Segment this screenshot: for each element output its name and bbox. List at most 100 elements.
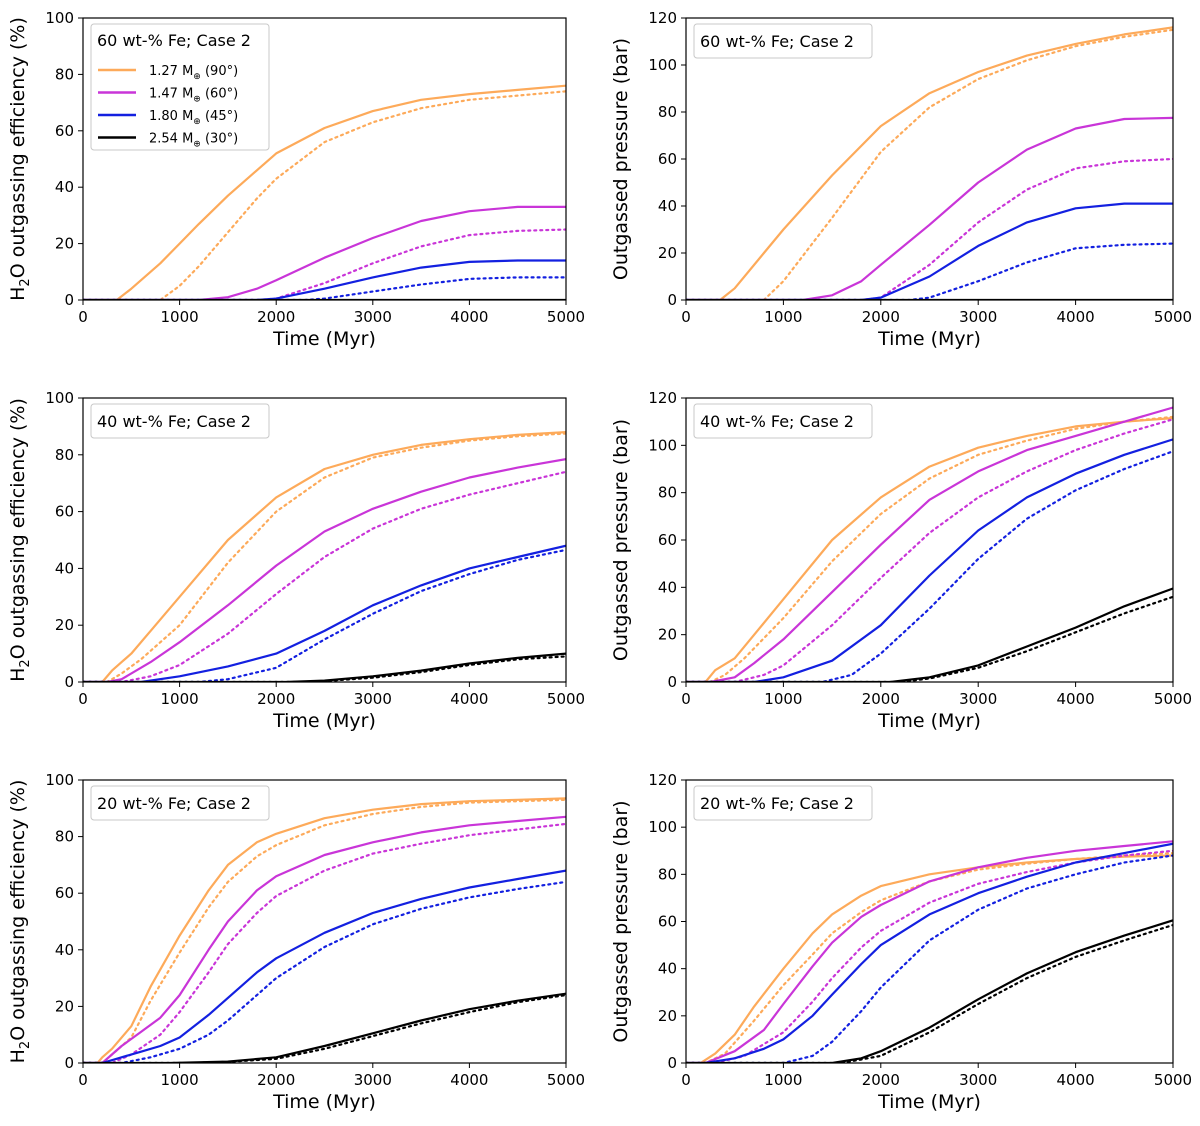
x-axis-label: Time (Myr) [272,328,376,350]
y-axis-label: Outgassed pressure (bar) [610,800,632,1042]
series-group [686,840,1173,1063]
series-line-solid-0 [686,854,1173,1063]
series-line-dotted-5 [686,854,1173,1063]
series-line-dotted-5 [686,450,1173,682]
series-line-dotted-3 [686,418,1173,682]
x-tick-label: 0 [681,308,691,326]
legend-entry-label: 1.27 M⊕ (90°) [149,64,238,82]
title-box [90,785,270,821]
y-tick-label: 100 [648,818,677,836]
y-tick-label: 100 [648,56,677,74]
panel-p5: 0 1000 2000 3000 4000 5000 0 20 40 60 80 100 120 Time… [610,771,1192,1113]
x-tick-label: 5000 [547,690,585,708]
y-tick-label: 80 [55,446,74,464]
series-line-solid-4 [83,544,566,682]
panel-title: 60 wt-% Fe; Case 2 [700,32,854,51]
x-tick-label: 5000 [1154,308,1192,326]
series-line-solid-0 [686,26,1173,300]
panel-title: 20 wt-% Fe; Case 2 [700,794,854,813]
x-tick-label: 2000 [862,690,900,708]
series-line-solid-6 [686,919,1173,1063]
y-tick-label: 40 [55,941,74,959]
y-tick-label: 60 [55,884,74,902]
series-group [686,26,1173,300]
series-line-dotted-1 [83,90,566,300]
axes-frame [82,397,567,683]
x-tick-label: 1000 [764,308,802,326]
series-line-dotted-3 [686,849,1173,1063]
series-line-solid-4 [686,438,1173,682]
y-tick-label: 20 [55,997,74,1015]
y-tick-label: 40 [55,559,74,577]
series-group [83,431,566,682]
series-line-dotted-1 [686,28,1173,300]
y-tick-label: 40 [658,578,677,596]
y-tick-label: 60 [658,913,677,931]
series-line-dotted-5 [686,242,1173,300]
x-tick-label: 1000 [764,1071,802,1089]
series-line-solid-2 [686,116,1173,300]
x-tick-label: 1000 [764,690,802,708]
series-line-solid-2 [686,840,1173,1063]
x-tick-label: 4000 [1057,308,1095,326]
y-tick-label: 60 [55,503,74,521]
x-tick-label: 3000 [354,308,392,326]
series-line-dotted-1 [686,851,1173,1063]
x-tick-label: 1000 [161,1071,199,1089]
y-axis-label: H2O outgassing efficiency (%) [7,780,33,1064]
series-group [686,406,1173,682]
x-tick-label: 4000 [450,1071,488,1089]
title-box [693,785,873,821]
y-tick-label: 0 [667,291,677,309]
series-line-dotted-7 [686,923,1173,1063]
y-tick-label: 80 [658,865,677,883]
y-tick-label: 0 [64,291,74,309]
x-tick-label: 4000 [1057,1071,1095,1089]
series-group [83,797,566,1063]
series-line-solid-4 [83,869,566,1063]
series-line-solid-2 [83,205,566,300]
y-tick-label: 80 [658,484,677,502]
series-line-dotted-3 [83,822,566,1063]
series-line-solid-4 [686,202,1173,300]
x-tick-label: 3000 [959,1071,997,1089]
x-tick-label: 4000 [450,690,488,708]
series-line-dotted-5 [83,276,566,300]
x-tick-label: 5000 [547,1071,585,1089]
y-tick-label: 0 [64,673,74,691]
legend-entry-label: 1.47 M⊕ (60°) [149,87,238,105]
panel-p4: 0 1000 2000 3000 4000 5000 0 20 40 60 80 100 Time (M… [7,771,585,1113]
series-line-solid-6 [686,587,1173,682]
y-tick-label: 120 [648,389,677,407]
x-tick-label: 0 [78,690,88,708]
y-tick-label: 0 [667,1054,677,1072]
x-tick-label: 2000 [862,1071,900,1089]
series-line-dotted-7 [686,595,1173,682]
panel-title: 40 wt-% Fe; Case 2 [700,412,854,431]
series-line-dotted-1 [686,415,1173,682]
x-tick-label: 2000 [257,1071,295,1089]
panel-title: 40 wt-% Fe; Case 2 [97,412,251,431]
y-tick-label: 20 [658,626,677,644]
x-axis-label: Time (Myr) [877,1091,981,1113]
panel-title: 60 wt-% Fe; Case 2 [97,31,251,50]
series-line-dotted-3 [83,470,566,682]
series-line-dotted-5 [83,548,566,682]
series-line-dotted-3 [686,157,1173,300]
y-tick-label: 60 [658,150,677,168]
y-tick-label: 0 [64,1054,74,1072]
x-tick-label: 0 [681,1071,691,1089]
y-tick-label: 100 [648,436,677,454]
series-line-solid-0 [686,417,1173,682]
axes-frame [685,779,1174,1064]
x-axis-label: Time (Myr) [877,328,981,350]
series-line-dotted-1 [83,432,566,682]
title-box [693,403,873,439]
y-tick-label: 80 [55,65,74,83]
y-axis-label: Outgassed pressure (bar) [610,419,632,661]
series-line-dotted-1 [83,798,566,1063]
x-axis-label: Time (Myr) [272,710,376,732]
y-tick-label: 80 [55,828,74,846]
y-tick-label: 20 [55,235,74,253]
